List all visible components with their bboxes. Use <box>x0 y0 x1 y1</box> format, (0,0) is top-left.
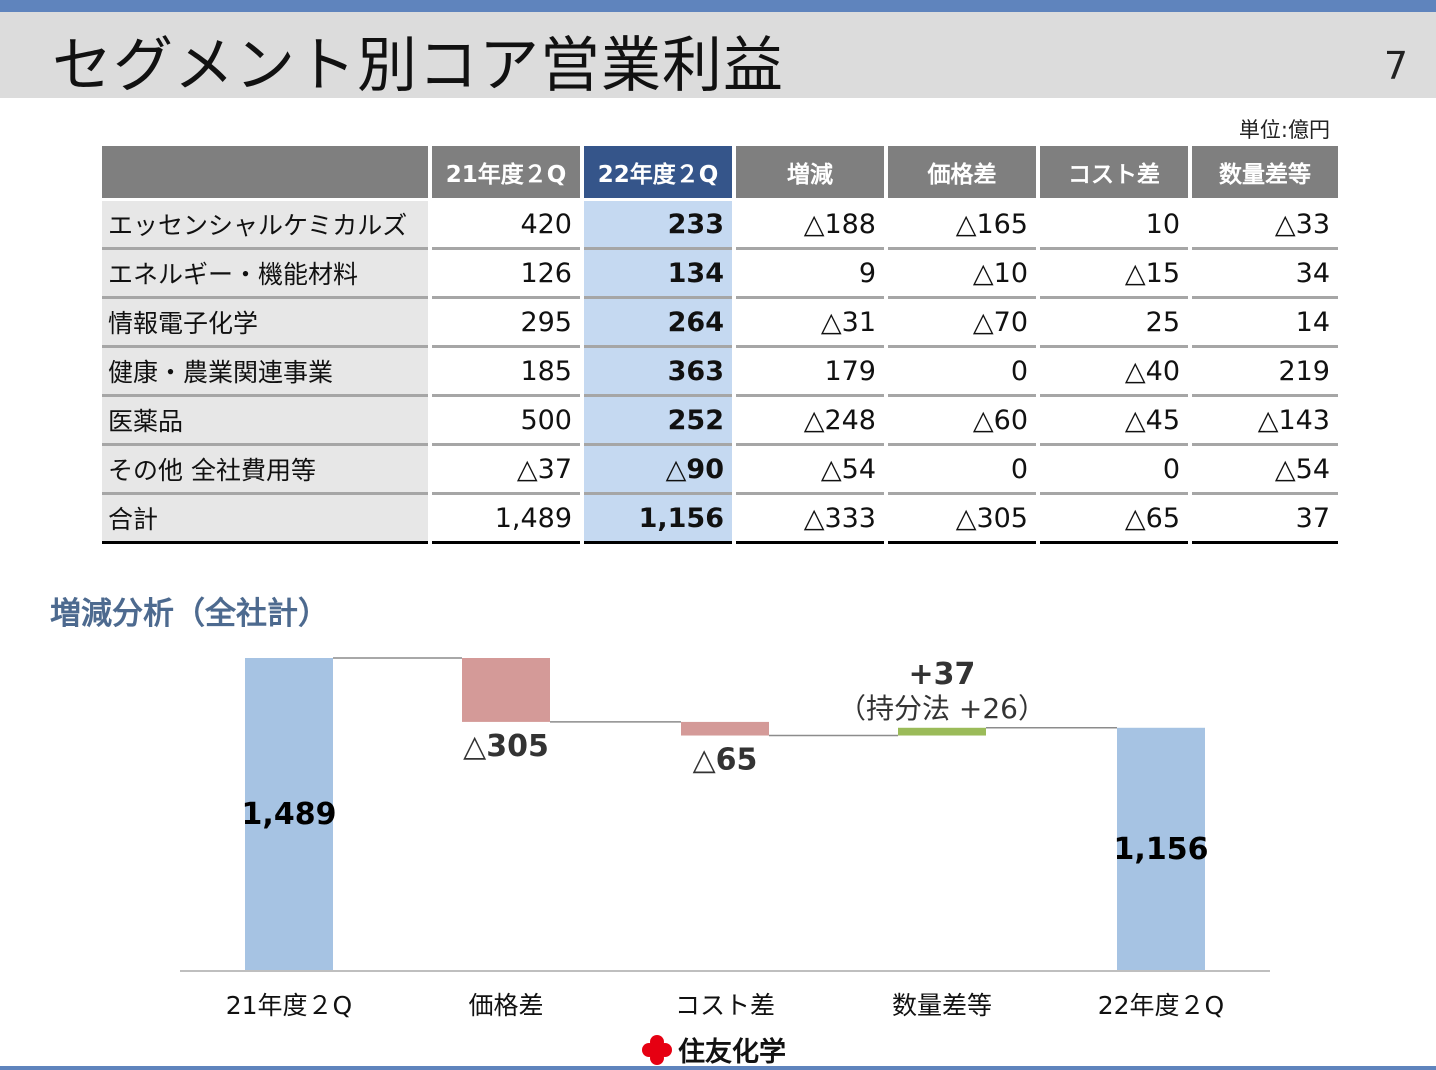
value-cell: △165 <box>888 201 1036 250</box>
value-cell: 34 <box>1192 250 1338 299</box>
value-cell: 179 <box>736 348 884 397</box>
table-row: エネルギー・機能材料 126 134 9 △10 △15 34 <box>102 250 1338 299</box>
table-row: その他 全社費用等 △37 △90 △54 0 0 △54 <box>102 446 1338 495</box>
value-cell: △54 <box>1192 446 1338 495</box>
value-cell: 0 <box>1040 446 1188 495</box>
row-label-cell: その他 全社費用等 <box>102 446 428 495</box>
value-cell: 1,489 <box>432 495 580 544</box>
value-cell: 10 <box>1040 201 1188 250</box>
value-cell: 420 <box>432 201 580 250</box>
header-cell-blank <box>102 146 428 201</box>
value-cell: △305 <box>888 495 1036 544</box>
value-cell: △54 <box>736 446 884 495</box>
page-number: 7 <box>1383 44 1408 88</box>
value-cell: 126 <box>432 250 580 299</box>
waterfall-bar <box>462 658 550 722</box>
value-cell: △188 <box>736 201 884 250</box>
data-label: 1,156 <box>1114 832 1209 867</box>
top-accent-bar <box>0 0 1436 12</box>
value-cell: 1,156 <box>584 495 732 544</box>
category-label: 22年度２Q <box>1098 991 1225 1020</box>
value-cell: 0 <box>888 348 1036 397</box>
slide-title: セグメント別コア営業利益 <box>52 31 784 101</box>
table-row: 情報電子化学 295 264 △31 △70 25 14 <box>102 299 1338 348</box>
data-label: △305 <box>463 729 549 764</box>
data-label: +37 <box>909 657 976 692</box>
data-label: △65 <box>693 743 758 778</box>
row-label-cell: 情報電子化学 <box>102 299 428 348</box>
header-cell-fy22: 22年度２Q <box>584 146 732 201</box>
value-cell: △45 <box>1040 397 1188 446</box>
row-label-cell: 医薬品 <box>102 397 428 446</box>
value-cell: △40 <box>1040 348 1188 397</box>
value-cell: △90 <box>584 446 732 495</box>
value-cell: △31 <box>736 299 884 348</box>
company-name: 住友化学 <box>678 1037 786 1068</box>
value-cell: 14 <box>1192 299 1338 348</box>
header-cell-price: 価格差 <box>888 146 1036 201</box>
row-label-cell: 合計 <box>102 495 428 544</box>
value-cell: 264 <box>584 299 732 348</box>
waterfall-bar <box>681 721 769 736</box>
value-cell: 252 <box>584 397 732 446</box>
header-cell-cost: コスト差 <box>1040 146 1188 201</box>
value-cell: 25 <box>1040 299 1188 348</box>
waterfall-bar <box>898 727 986 736</box>
value-cell: 233 <box>584 201 732 250</box>
value-cell: △15 <box>1040 250 1188 299</box>
value-cell: △333 <box>736 495 884 544</box>
row-label-cell: エネルギー・機能材料 <box>102 250 428 299</box>
table-row: 健康・農業関連事業 185 363 179 0 △40 219 <box>102 348 1338 397</box>
value-cell: 134 <box>584 250 732 299</box>
slide-header: セグメント別コア営業利益 7 <box>0 12 1436 101</box>
value-cell: △70 <box>888 299 1036 348</box>
table-header-row: 21年度２Q 22年度２Q 増減 価格差 コスト差 数量差等 <box>102 146 1338 201</box>
header-cell-fy21: 21年度２Q <box>432 146 580 201</box>
company-logo: 住友化学 <box>642 1030 786 1069</box>
value-cell: △37 <box>432 446 580 495</box>
value-cell: 37 <box>1192 495 1338 544</box>
table-row: 医薬品 500 252 △248 △60 △45 △143 <box>102 397 1338 446</box>
value-cell: △33 <box>1192 201 1338 250</box>
value-cell: △248 <box>736 397 884 446</box>
waterfall-chart: 1,489 △305 △65 +37 1,156 （持分法 +26） 21年度２Q 価格差 コス… <box>180 657 1270 1020</box>
value-cell: △60 <box>888 397 1036 446</box>
category-label: 数量差等 <box>892 991 992 1020</box>
segment-profit-table: 21年度２Q 22年度２Q 増減 価格差 コスト差 数量差等 エッセンシャルケミ… <box>98 146 1342 544</box>
unit-label: 単位:億円 <box>1238 118 1330 142</box>
row-label-cell: エッセンシャルケミカルズ <box>102 201 428 250</box>
value-cell: 0 <box>888 446 1036 495</box>
sumitomo-logo-icon <box>642 1034 672 1065</box>
value-cell: △10 <box>888 250 1036 299</box>
value-cell: 9 <box>736 250 884 299</box>
header-cell-change: 増減 <box>736 146 884 201</box>
value-cell: △143 <box>1192 397 1338 446</box>
table-row: エッセンシャルケミカルズ 420 233 △188 △165 10 △33 <box>102 201 1338 250</box>
value-cell: 295 <box>432 299 580 348</box>
waterfall-bar <box>1117 727 1205 970</box>
header-cell-volume: 数量差等 <box>1192 146 1338 201</box>
category-label: 価格差 <box>468 991 543 1020</box>
analysis-section-title: 増減分析（全社計） <box>50 596 329 632</box>
table-row: 合計 1,489 1,156 △333 △305 △65 37 <box>102 495 1338 544</box>
bottom-accent-bar <box>0 1066 1436 1070</box>
value-cell: △65 <box>1040 495 1188 544</box>
value-cell: 219 <box>1192 348 1338 397</box>
row-label-cell: 健康・農業関連事業 <box>102 348 428 397</box>
category-label: コスト差 <box>675 991 775 1020</box>
equity-method-annotation: （持分法 +26） <box>838 692 1046 725</box>
category-label: 21年度２Q <box>226 991 353 1020</box>
value-cell: 185 <box>432 348 580 397</box>
value-cell: 500 <box>432 397 580 446</box>
waterfall-bar <box>245 658 333 970</box>
value-cell: 363 <box>584 348 732 397</box>
data-label: 1,489 <box>242 797 337 832</box>
